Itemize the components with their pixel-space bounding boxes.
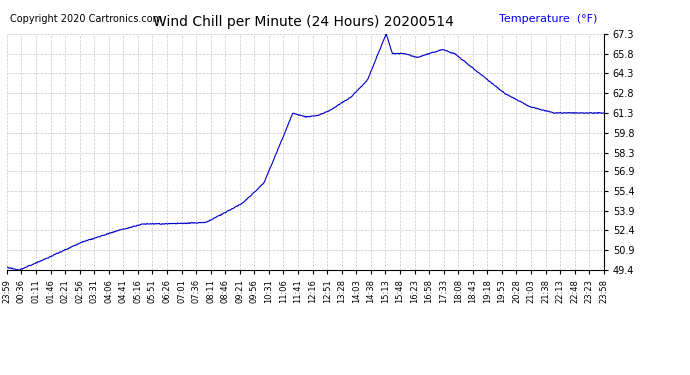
Text: Copyright 2020 Cartronics.com: Copyright 2020 Cartronics.com — [10, 14, 162, 24]
Text: Temperature  (°F): Temperature (°F) — [500, 14, 598, 24]
Text: Wind Chill per Minute (24 Hours) 20200514: Wind Chill per Minute (24 Hours) 2020051… — [153, 15, 454, 29]
